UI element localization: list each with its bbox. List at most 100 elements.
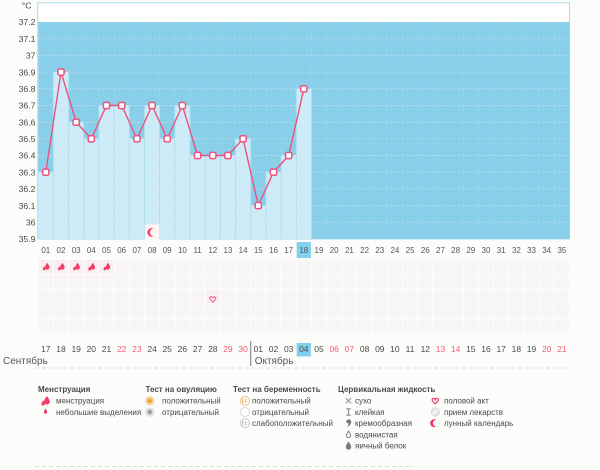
svg-text:21: 21 — [102, 344, 112, 354]
svg-text:35.9: 35.9 — [19, 234, 36, 244]
svg-text:23: 23 — [375, 246, 384, 255]
svg-text:09: 09 — [375, 344, 385, 354]
svg-text:36.5: 36.5 — [19, 134, 36, 144]
svg-text:35: 35 — [557, 246, 566, 255]
svg-text:менструация: менструация — [56, 397, 104, 406]
svg-text:36.1: 36.1 — [19, 201, 36, 211]
svg-text:половой акт: половой акт — [444, 397, 489, 406]
svg-text:30: 30 — [238, 344, 248, 354]
svg-text:19: 19 — [315, 246, 324, 255]
svg-text:отрицательный: отрицательный — [252, 408, 309, 417]
svg-text:18: 18 — [299, 246, 308, 255]
svg-text:29: 29 — [223, 344, 233, 354]
svg-text:22: 22 — [360, 246, 369, 255]
svg-text:34: 34 — [542, 246, 551, 255]
svg-text:36: 36 — [26, 218, 36, 228]
svg-text:06: 06 — [329, 344, 339, 354]
svg-text:01: 01 — [41, 246, 50, 255]
svg-text:32: 32 — [512, 246, 521, 255]
svg-text:12: 12 — [208, 246, 217, 255]
svg-text:37.1: 37.1 — [19, 34, 36, 44]
svg-text:13: 13 — [436, 344, 446, 354]
svg-text:10: 10 — [390, 344, 400, 354]
svg-text:18: 18 — [512, 344, 522, 354]
svg-text:°C: °C — [22, 1, 32, 11]
svg-text:26: 26 — [421, 246, 430, 255]
svg-text:02: 02 — [57, 246, 66, 255]
svg-text:17: 17 — [284, 246, 293, 255]
svg-text:лунный календарь: лунный календарь — [444, 419, 513, 428]
svg-text:08: 08 — [360, 344, 370, 354]
svg-text:12: 12 — [421, 344, 431, 354]
svg-text:36.4: 36.4 — [19, 151, 36, 161]
svg-text:03: 03 — [284, 344, 294, 354]
svg-text:сухо: сухо — [355, 397, 372, 406]
svg-text:36.6: 36.6 — [19, 117, 36, 127]
svg-text:07: 07 — [132, 246, 141, 255]
svg-text:30: 30 — [482, 246, 491, 255]
svg-text:36.9: 36.9 — [19, 67, 36, 77]
svg-text:16: 16 — [481, 344, 491, 354]
svg-text:яичный белок: яичный белок — [355, 442, 407, 451]
svg-text:10: 10 — [178, 246, 187, 255]
svg-text:положительный: положительный — [162, 397, 221, 406]
svg-text:06: 06 — [117, 246, 126, 255]
svg-text:28: 28 — [451, 246, 460, 255]
svg-text:24: 24 — [390, 246, 399, 255]
svg-text:Сентябрь: Сентябрь — [3, 355, 48, 367]
svg-text:05: 05 — [102, 246, 111, 255]
svg-text:слабоположительный: слабоположительный — [252, 419, 333, 428]
svg-text:31: 31 — [497, 246, 506, 255]
svg-text:кремообразная: кремообразная — [355, 419, 412, 428]
svg-text:20: 20 — [542, 344, 552, 354]
svg-text:02: 02 — [269, 344, 279, 354]
svg-text:19: 19 — [527, 344, 537, 354]
svg-text:Октябрь: Октябрь — [255, 355, 294, 367]
svg-text:отрицательный: отрицательный — [162, 408, 219, 417]
svg-text:01: 01 — [254, 344, 264, 354]
svg-text:18: 18 — [56, 344, 66, 354]
svg-text:04: 04 — [299, 344, 309, 354]
svg-text:водянистая: водянистая — [355, 430, 398, 439]
svg-text:22: 22 — [117, 344, 127, 354]
svg-text:клейкая: клейкая — [355, 408, 385, 417]
svg-text:Менструация: Менструация — [38, 385, 91, 394]
svg-text:Тест на беременность: Тест на беременность — [233, 385, 321, 394]
svg-text:29: 29 — [466, 246, 475, 255]
svg-text:Цервикальная жидкость: Цервикальная жидкость — [338, 385, 435, 394]
svg-text:прием лекарств: прием лекарств — [444, 408, 503, 417]
svg-text:25: 25 — [406, 246, 415, 255]
svg-text:17: 17 — [41, 344, 51, 354]
svg-text:небольшие выделения: небольшие выделения — [56, 408, 141, 417]
svg-text:28: 28 — [208, 344, 218, 354]
svg-text:11: 11 — [406, 344, 415, 354]
svg-text:14: 14 — [451, 344, 461, 354]
svg-text:19: 19 — [71, 344, 81, 354]
svg-text:27: 27 — [436, 246, 445, 255]
svg-text:36.7: 36.7 — [19, 101, 36, 111]
svg-text:07: 07 — [345, 344, 355, 354]
svg-text:03: 03 — [72, 246, 81, 255]
svg-text:15: 15 — [466, 344, 476, 354]
svg-text:21: 21 — [345, 246, 354, 255]
svg-text:15: 15 — [254, 246, 263, 255]
svg-text:27: 27 — [193, 344, 203, 354]
svg-text:37.2: 37.2 — [19, 17, 36, 27]
svg-text:14: 14 — [239, 246, 248, 255]
svg-text:37: 37 — [26, 51, 36, 61]
svg-text:23: 23 — [132, 344, 142, 354]
svg-text:25: 25 — [162, 344, 172, 354]
svg-text:08: 08 — [148, 246, 157, 255]
svg-text:17: 17 — [496, 344, 506, 354]
svg-text:05: 05 — [314, 344, 324, 354]
svg-text:11: 11 — [193, 246, 202, 255]
svg-text:33: 33 — [527, 246, 536, 255]
svg-text:20: 20 — [87, 344, 97, 354]
svg-text:13: 13 — [223, 246, 232, 255]
svg-text:36.2: 36.2 — [19, 184, 36, 194]
svg-text:36.3: 36.3 — [19, 167, 36, 177]
svg-text:24: 24 — [147, 344, 157, 354]
svg-text:36.8: 36.8 — [19, 84, 36, 94]
svg-text:20: 20 — [330, 246, 339, 255]
svg-text:Тест на овуляцию: Тест на овуляцию — [146, 385, 217, 394]
